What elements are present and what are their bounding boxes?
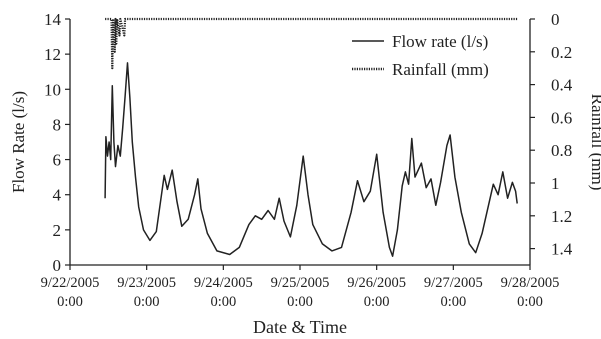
x-tick-date-label: 9/25/2005 <box>271 275 330 291</box>
y2-tick-label: 0 <box>551 10 560 29</box>
x-tick-date-label: 9/23/2005 <box>117 275 176 291</box>
y2-tick-label: 0.4 <box>551 76 573 95</box>
rainfall-series-line <box>105 17 518 70</box>
y2-tick-label: 0.8 <box>551 141 572 160</box>
x-tick-date-label: 9/22/2005 <box>41 275 100 291</box>
y-tick-label: 2 <box>53 221 62 240</box>
y2-tick-label: 1.2 <box>551 207 572 226</box>
x-tick-date-label: 9/26/2005 <box>347 275 406 291</box>
x-tick-time-label: 0:00 <box>287 294 313 310</box>
x-tick-date-label: 9/24/2005 <box>194 275 253 291</box>
y-tick-label: 8 <box>53 115 62 134</box>
x-tick-date-label: 9/28/2005 <box>501 275 560 291</box>
x-tick-date-label: 9/27/2005 <box>424 275 483 291</box>
y-tick-label: 14 <box>44 10 62 29</box>
x-tick-time-label: 0:00 <box>517 294 543 310</box>
y-tick-label: 12 <box>44 45 61 64</box>
legend-label-flow: Flow rate (l/s) <box>392 32 488 51</box>
x-axis-title: Date & Time <box>253 317 347 337</box>
flow-rate-series-line <box>104 62 518 257</box>
legend: Flow rate (l/s) Rainfall (mm) <box>352 32 489 79</box>
tick-marks <box>65 18 535 270</box>
y2-axis-title: Rainfall (mm) <box>588 94 601 191</box>
x-tick-time-label: 0:00 <box>134 294 160 310</box>
y2-tick-label: 1 <box>551 174 560 193</box>
series-layer <box>104 17 518 257</box>
legend-label-rain: Rainfall (mm) <box>392 60 489 79</box>
y-tick-label: 6 <box>53 151 62 170</box>
x-tick-time-label: 0:00 <box>210 294 236 310</box>
y2-tick-label: 1.4 <box>551 240 573 259</box>
y2-tick-label: 0.2 <box>551 43 572 62</box>
y-tick-label: 10 <box>44 80 61 99</box>
y-tick-label: 0 <box>53 256 62 275</box>
y-axis-title: Flow Rate (l/s) <box>9 91 28 193</box>
y2-tick-label: 0.6 <box>551 108 572 127</box>
x-tick-time-label: 0:00 <box>57 294 83 310</box>
chart-axes <box>69 19 531 266</box>
x-tick-time-label: 0:00 <box>440 294 466 310</box>
y-tick-label: 4 <box>53 186 62 205</box>
tick-labels: 0 2 4 6 8 10 12 14 0 0.2 0.4 0.6 0.8 1 1.2 1.4 9/22/2005… <box>41 10 573 310</box>
x-tick-time-label: 0:00 <box>364 294 390 310</box>
